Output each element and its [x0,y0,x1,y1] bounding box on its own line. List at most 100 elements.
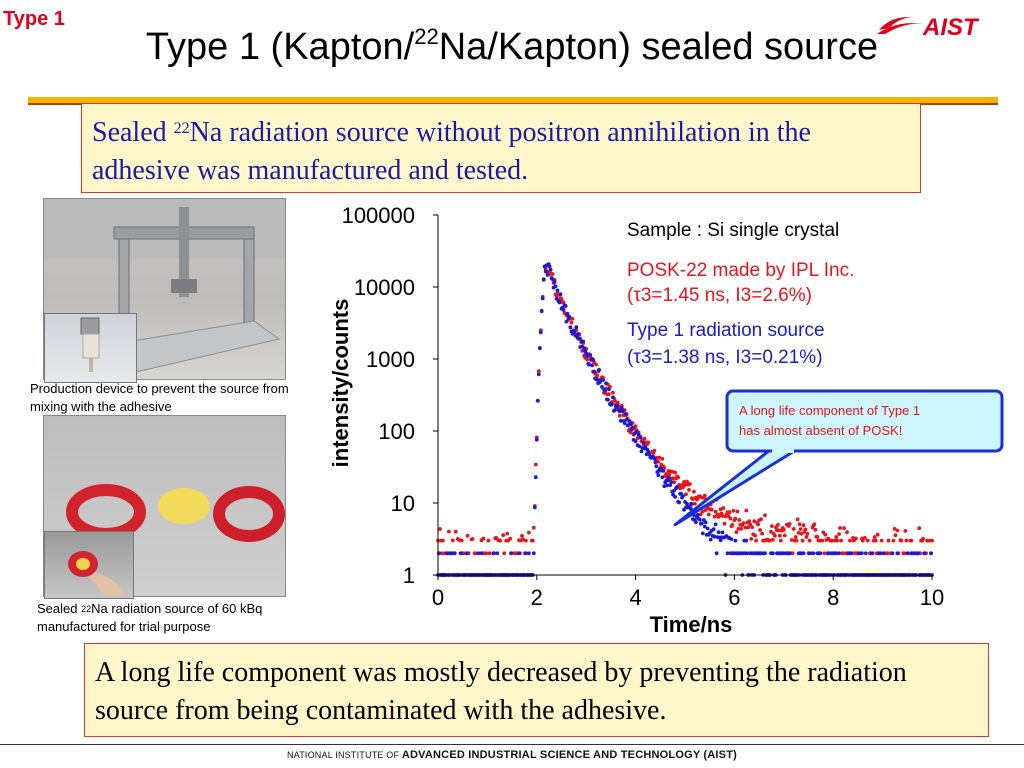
posk-data-point [747,519,752,523]
type1-data-point [667,476,672,480]
type1-data-point [916,551,921,556]
type1-data-point [638,435,643,440]
type1-data-point [592,369,596,374]
posk-data-point [798,527,803,531]
type1-data-point [787,551,792,556]
posk-data-point [865,538,870,543]
y-tick-label: 100000 [342,203,415,228]
type1-data-point [669,480,674,485]
type1-data-point [637,444,642,449]
y-tick-label: 1000 [366,347,415,372]
type1-data-point [561,308,566,312]
type1-data-point [720,530,725,535]
type1-data-point [538,330,543,335]
footer-divider [0,744,1024,745]
posk-data-point [763,513,767,518]
type1-data-point [695,513,700,517]
type1-data-point [654,464,659,469]
type1-data-point [655,470,660,474]
posk-data-point [807,538,812,543]
type1-data-point [922,551,926,556]
posk-data-point [585,357,590,362]
type1-data-point [668,483,673,487]
type1-data-point [534,437,539,442]
posk-data-point [706,512,711,517]
type1-data-point [624,417,629,422]
posk-data-point [885,551,890,556]
legend-posk-line2: (τ3=1.45 ns, I3=2.6%) [627,285,812,306]
type1-data-point [656,473,661,478]
posk-data-point [744,508,749,513]
type1-data-point [729,537,734,541]
posk-data-point [790,551,795,556]
posk-data-point [768,538,772,543]
posk-data-point [440,551,444,556]
legend-posk-line1: POSK-22 made by IPL Inc. [627,260,854,281]
posk-data-point [703,508,708,512]
type1-data-point [547,264,552,269]
posk-data-point [473,551,478,556]
posk-data-point [728,516,733,521]
posk-data-point [617,413,622,418]
posk-data-point [753,533,757,538]
posk-data-point [746,525,751,530]
callout-pointer [673,448,798,527]
posk-data-point [787,522,792,526]
lifetime-spectrum-chart: 0 2 4 6 8 10 1 10 100 1000 10000 100000 Time/ns int… [328,203,1004,637]
summary-part1: Sealed [92,117,174,148]
type1-data-point [744,538,749,543]
type1-data-point [869,551,874,556]
posk-data-point [759,517,763,521]
type1-data-point [681,494,685,498]
posk-data-point [886,538,891,543]
x-tick-label: 2 [531,585,543,610]
type1-data-point [536,372,541,377]
posk-data-point [673,470,677,475]
posk-data-point [615,400,620,405]
posk-data-point [530,538,535,543]
y-tick-label: 1 [403,563,415,588]
posk-data-point [731,508,736,513]
posk-data-point [580,349,585,353]
type1-data-point [641,440,646,445]
posk-data-point [461,551,466,556]
posk-data-point [693,502,697,506]
posk-data-point [837,532,841,536]
type1-data-point [677,500,681,505]
posk-data-point [607,392,611,396]
type1-data-point [584,351,589,356]
type1-data-point [597,368,601,372]
posk-data-point [720,514,725,518]
posk-data-point [854,536,858,541]
footer: NATIONAL INSTITUTE OF ADVANCED INDUSTRIA… [0,749,1024,761]
posk-data-point [800,538,805,543]
x-tick-label: 10 [920,585,944,610]
type1-data-point [700,531,705,536]
y-tick-label: 10000 [354,275,415,300]
posk-data-point [770,524,774,528]
type1-data-point [537,346,542,350]
type1-data-point [535,398,540,403]
posk-data-point [860,538,865,543]
posk-data-point [672,480,676,485]
type1-data-point [611,395,615,400]
type1-data-point [541,277,546,282]
type1-data-point [622,421,627,425]
x-tick-label: 4 [629,585,641,610]
posk-data-point [848,538,852,543]
posk-data-point [633,424,638,429]
posk-data-point [782,533,787,538]
type1-data-point [801,551,806,556]
posk-data-point [873,538,878,543]
posk-data-point [642,436,647,441]
posk-data-point [733,516,738,521]
type1-data-point [705,526,710,531]
axis-ticks-layer: 0 2 4 6 8 10 1 10 100 1000 10000 100000 [342,203,945,610]
posk-data-point [735,509,740,514]
type1-data-point [837,551,841,556]
posk-data-point [702,493,707,498]
type1-data-point [588,353,593,357]
type1-data-point [577,336,582,341]
posk-data-point [486,538,491,543]
posk-data-point [776,523,780,527]
